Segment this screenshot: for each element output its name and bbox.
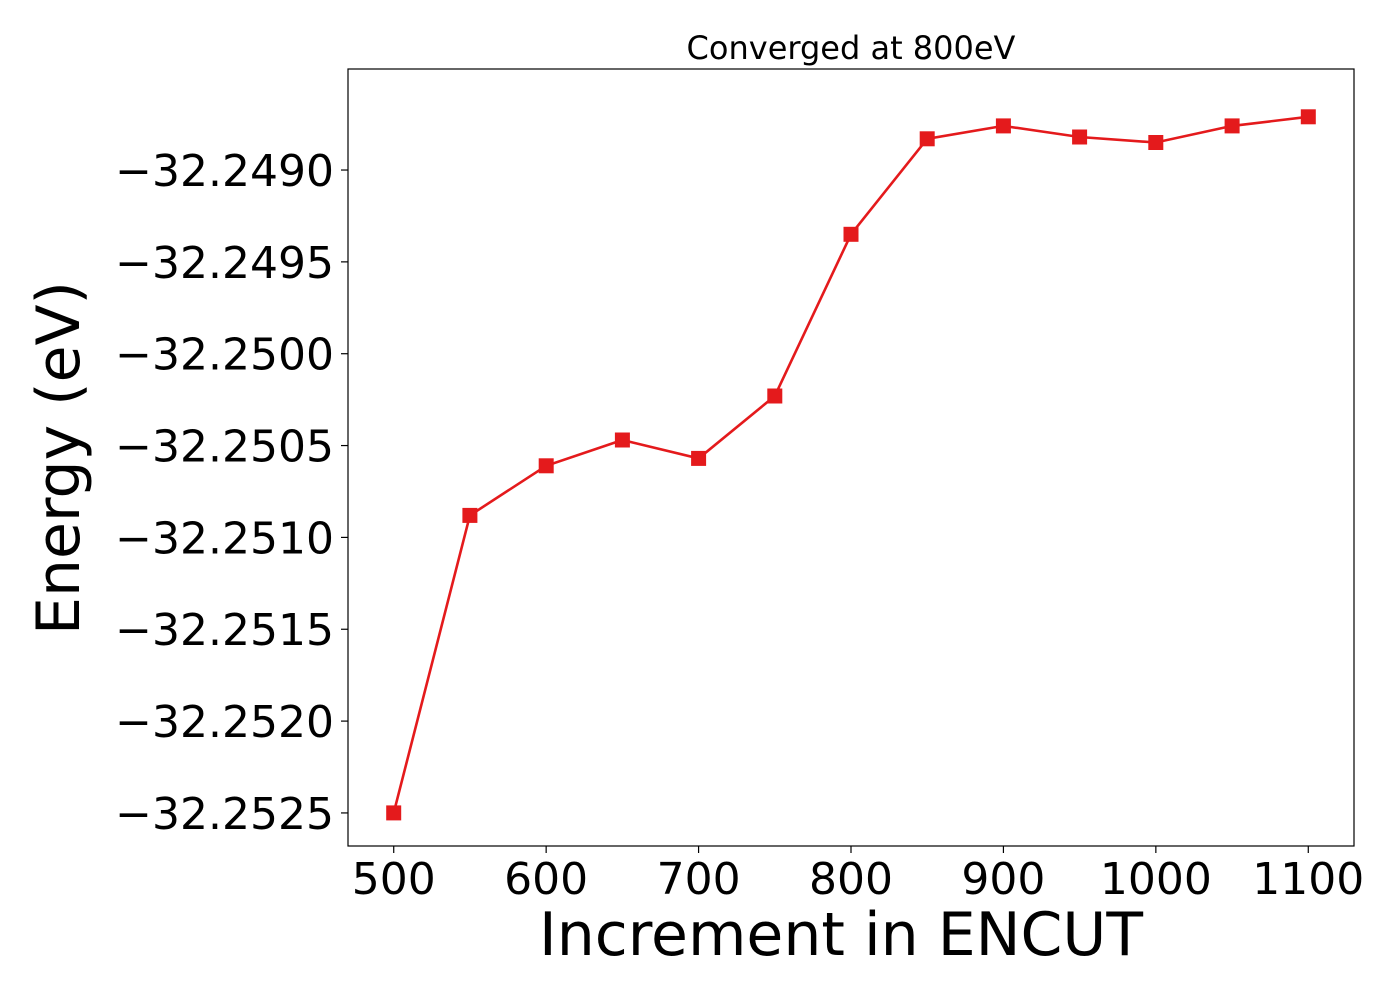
x-axis-label: Increment in ENCUT: [539, 900, 1143, 970]
x-tick-label: 700: [657, 854, 741, 905]
y-axis-ticks: −32.2525 −32.2520 −32.2515 −32.2510 −32.2505…: [115, 146, 348, 840]
series-layer: [386, 109, 1316, 821]
data-point-marker: [538, 458, 554, 474]
y-tick-label: −32.2495: [115, 238, 334, 289]
chart-title: Converged at 800eV: [687, 29, 1016, 67]
plot-frame: [347, 68, 1355, 847]
data-point-marker: [767, 388, 783, 404]
x-tick-label: 1100: [1252, 854, 1364, 905]
y-tick-label: −32.2520: [115, 697, 334, 748]
y-tick-label: −32.2490: [115, 146, 334, 197]
x-tick-label: 1000: [1100, 854, 1212, 905]
data-point-marker: [1300, 109, 1316, 125]
x-tick-label: 900: [961, 854, 1045, 905]
y-axis-label: Energy (eV): [24, 281, 94, 635]
y-tick-label: −32.2500: [115, 330, 334, 381]
data-point-marker: [843, 226, 859, 242]
y-tick-label: −32.2525: [115, 789, 334, 840]
data-point-marker: [995, 118, 1011, 134]
x-axis-ticks: 500 600 700 800 900 1000 1100: [352, 846, 1364, 905]
y-tick-label: −32.2510: [115, 513, 334, 564]
data-point-marker: [1224, 118, 1240, 134]
x-tick-label: 500: [352, 854, 436, 905]
x-tick-label: 800: [809, 854, 893, 905]
data-point-marker: [386, 805, 402, 821]
x-tick-label: 600: [504, 854, 588, 905]
data-point-marker: [691, 450, 707, 466]
data-point-marker: [462, 507, 478, 523]
y-tick-label: −32.2505: [115, 422, 334, 473]
data-point-marker: [1072, 129, 1088, 145]
data-point-marker: [1148, 135, 1164, 150]
data-point-marker: [919, 131, 935, 147]
series-line: [392, 115, 1309, 814]
y-tick-label: −32.2515: [115, 605, 334, 656]
data-point-marker: [614, 432, 630, 448]
